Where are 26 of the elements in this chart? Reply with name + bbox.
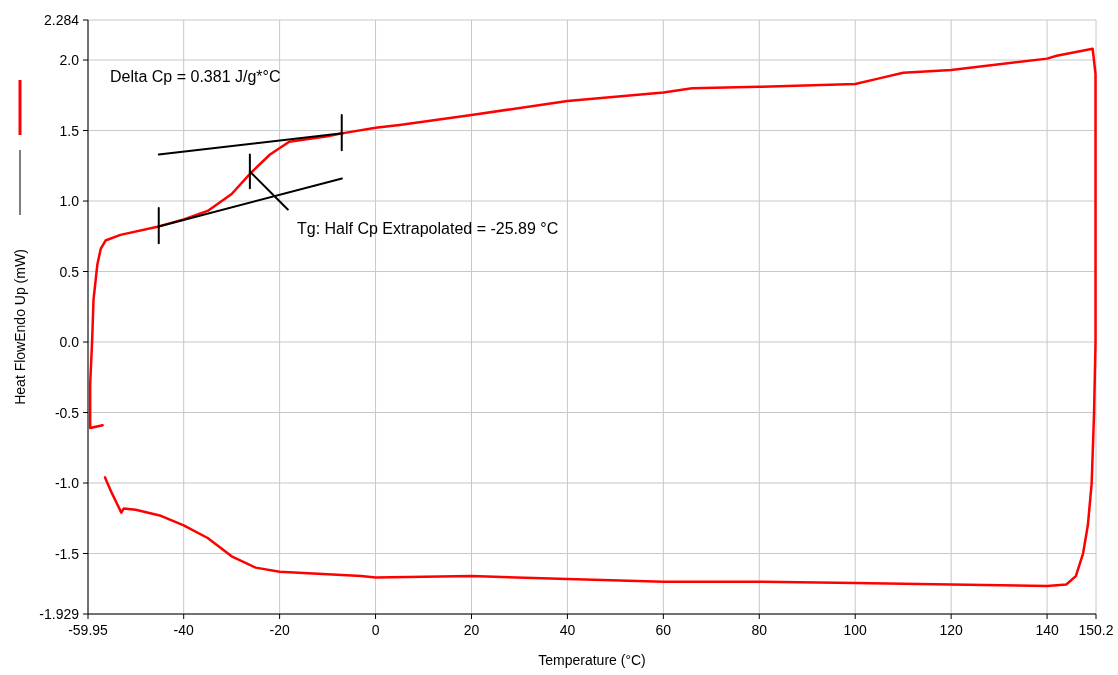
annotation: Delta Cp = 0.381 J/g*°C [110,68,281,85]
y-tick-label: 2.284 [43,12,80,28]
y-tick-label: 0.5 [59,263,80,280]
x-tick-label: 40 [559,622,576,638]
annotation: Tg: Half Cp Extrapolated = -25.89 °C [297,220,559,237]
x-axis-title: Temperature (°C) [538,652,646,668]
y-tick-label: 0.0 [59,334,80,351]
y-tick-label: 1.0 [59,193,80,210]
x-tick-label: 150.2 [1078,622,1114,638]
x-tick-label: 80 [751,622,768,638]
y-tick-label: -1.0 [54,475,80,492]
x-tick-label: -40 [173,622,195,638]
x-tick-label: -20 [269,622,290,638]
x-tick-label: 60 [655,622,672,638]
x-tick-label: 20 [463,622,480,638]
x-tick-label: 100 [843,622,868,638]
x-tick-label: 120 [939,622,964,638]
y-tick-label: 2.0 [59,52,80,69]
x-tick-label: 140 [1035,622,1059,638]
y-tick-label: 1.5 [59,122,80,139]
y-axis-title: Heat FlowEndo Up (mW) [12,249,28,405]
y-tick-label: -1.929 [39,606,80,622]
x-tick-label: -59.95 [68,622,109,638]
y-tick-label: -0.5 [54,404,80,421]
y-tick-label: -1.5 [54,545,80,562]
x-tick-label: 0 [371,622,380,638]
